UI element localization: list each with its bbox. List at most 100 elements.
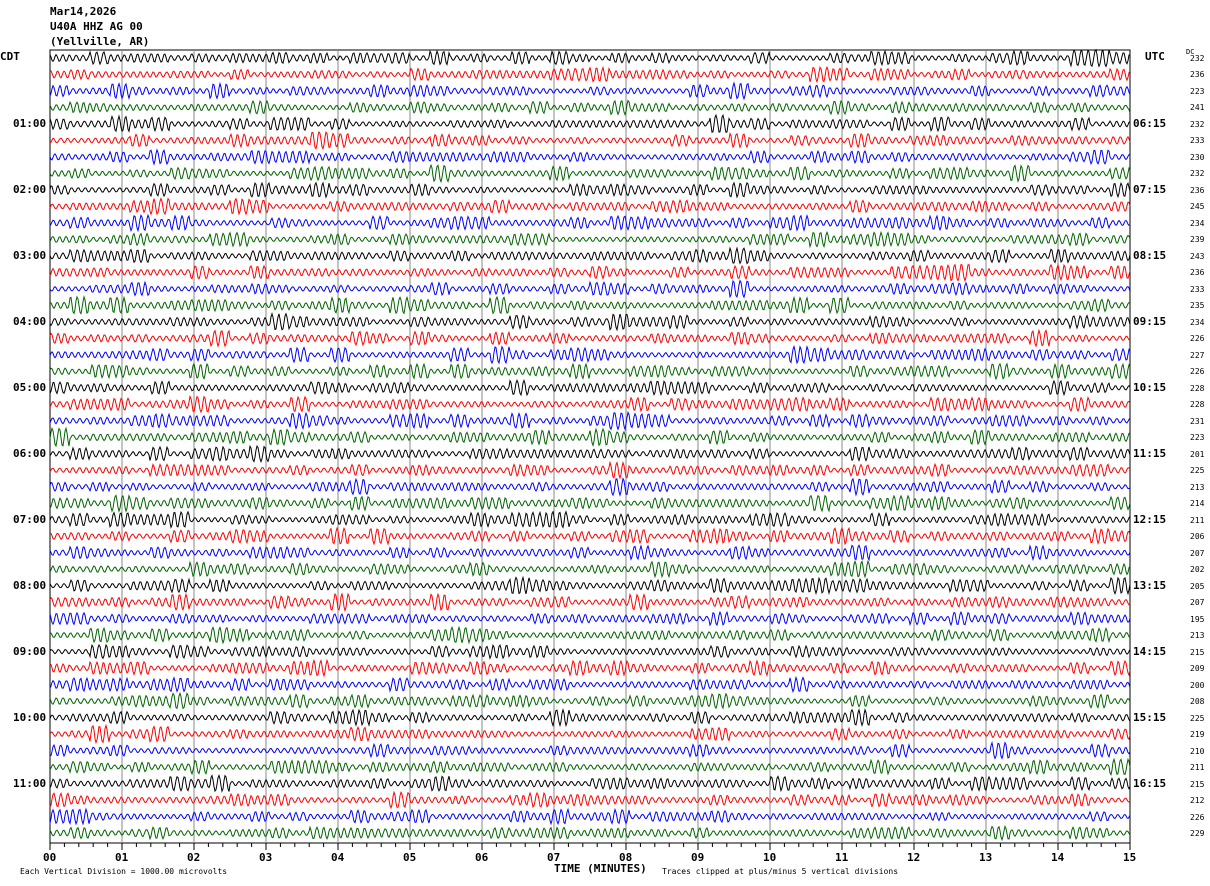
x-tick-label: 11 xyxy=(835,851,849,864)
dc-offset-label: 232 xyxy=(1190,54,1205,63)
x-axis-label: TIME (MINUTES) xyxy=(554,862,647,875)
left-timezone-label: CDT xyxy=(0,50,20,63)
seismic-trace xyxy=(49,426,1131,448)
dc-offset-label: 234 xyxy=(1190,317,1205,327)
dc-offset-label: 236 xyxy=(1190,70,1205,80)
right-time-label: 09:15 xyxy=(1133,314,1167,328)
dc-offset-label: 226 xyxy=(1190,812,1205,822)
x-tick-label: 14 xyxy=(1051,851,1065,864)
seismic-trace xyxy=(49,658,1131,678)
seismic-trace xyxy=(49,510,1131,529)
dc-offset-label: 230 xyxy=(1190,152,1205,162)
x-tick-label: 06 xyxy=(475,851,489,864)
seismic-trace xyxy=(49,344,1131,365)
right-time-label: 08:15 xyxy=(1133,248,1167,262)
dc-offset-label: 205 xyxy=(1190,581,1205,591)
right-time-label: 13:15 xyxy=(1133,578,1167,592)
x-tick-label: 10 xyxy=(763,851,777,864)
seismic-trace xyxy=(49,575,1131,596)
seismic-trace xyxy=(49,559,1131,579)
seismic-trace xyxy=(49,263,1131,283)
seismic-trace xyxy=(49,328,1131,348)
seismic-trace xyxy=(49,213,1131,233)
seismic-trace xyxy=(49,379,1131,397)
dc-offset-label: 226 xyxy=(1190,334,1205,344)
x-tick-label: 12 xyxy=(907,851,921,864)
dc-offset-label: 223 xyxy=(1190,86,1205,96)
clip-note: Traces clipped at plus/minus 5 vertical … xyxy=(662,867,899,876)
left-time-label: 05:00 xyxy=(13,380,47,394)
dc-offset-label: 219 xyxy=(1190,730,1205,740)
dc-offset-label: 233 xyxy=(1190,136,1205,146)
seismic-trace xyxy=(49,774,1131,793)
seismic-trace xyxy=(49,410,1131,432)
seismic-trace xyxy=(49,394,1131,414)
dc-offset-label: 236 xyxy=(1190,185,1205,195)
left-time-label: 03:00 xyxy=(13,248,47,262)
dc-offset-label: 212 xyxy=(1190,796,1205,806)
seismic-trace xyxy=(49,99,1131,116)
seismic-trace xyxy=(49,362,1131,381)
seismic-trace xyxy=(49,294,1131,315)
right-time-label: 07:15 xyxy=(1133,182,1167,196)
seismic-trace xyxy=(49,230,1131,249)
seismic-trace xyxy=(49,723,1131,745)
right-time-label: 16:15 xyxy=(1133,776,1167,790)
seismic-trace xyxy=(49,163,1131,184)
seismic-trace xyxy=(49,477,1131,497)
seismic-trace xyxy=(49,824,1131,842)
x-tick-label: 00 xyxy=(43,851,57,864)
right-time-label: 06:15 xyxy=(1133,116,1167,130)
dc-offset-label: 195 xyxy=(1190,614,1205,624)
dc-offset-label: 200 xyxy=(1190,680,1205,690)
dc-offset-label: 239 xyxy=(1190,235,1205,245)
x-tick-label: 09 xyxy=(691,851,705,864)
dc-offset-label: 234 xyxy=(1190,218,1205,228)
seismic-trace xyxy=(49,48,1131,68)
dc-offset-label: 207 xyxy=(1190,598,1205,608)
left-time-label: 01:00 xyxy=(13,116,47,130)
dc-offset-label: 207 xyxy=(1190,548,1205,558)
seismic-trace xyxy=(49,460,1131,480)
right-time-label: 11:15 xyxy=(1133,446,1167,460)
location-label: (Yellville, AR) xyxy=(50,35,150,48)
x-tick-label: 04 xyxy=(331,851,345,864)
right-timezone-label: UTC xyxy=(1145,50,1165,63)
seismic-trace xyxy=(49,643,1131,660)
dc-offset-label: 213 xyxy=(1190,482,1205,492)
seismic-trace xyxy=(49,197,1131,216)
dc-offset-label: 236 xyxy=(1190,268,1205,278)
dc-offset-label: 226 xyxy=(1190,367,1205,377)
dc-offset-label: 241 xyxy=(1190,103,1205,113)
right-time-label: 14:15 xyxy=(1133,644,1167,658)
dc-offset-label: 233 xyxy=(1190,284,1205,294)
dc-offset-label: 231 xyxy=(1190,416,1205,426)
dc-offset-label: 211 xyxy=(1190,515,1205,525)
seismic-trace xyxy=(49,544,1131,562)
left-time-label: 09:00 xyxy=(13,644,47,658)
seismic-trace xyxy=(49,246,1131,265)
seismic-trace xyxy=(49,312,1131,332)
dc-offset-label: 235 xyxy=(1190,301,1205,311)
x-tick-label: 15 xyxy=(1123,851,1137,864)
dc-offset-label: 211 xyxy=(1190,763,1205,773)
dc-offset-label: 225 xyxy=(1190,466,1205,476)
seismic-trace xyxy=(49,65,1131,84)
dc-offset-label: 245 xyxy=(1190,202,1205,212)
dc-offset-label: 213 xyxy=(1190,631,1205,641)
seismic-trace xyxy=(49,757,1131,776)
left-time-label: 08:00 xyxy=(13,578,47,592)
dc-offset-label: 206 xyxy=(1190,532,1205,542)
seismic-trace xyxy=(49,130,1131,151)
seismic-trace xyxy=(49,675,1131,693)
seismic-trace xyxy=(49,807,1131,826)
dc-offset-label: 215 xyxy=(1190,779,1205,789)
scale-note: Each Vertical Division = 1000.00 microvo… xyxy=(20,867,228,876)
dc-offset-label: 223 xyxy=(1190,433,1205,443)
seismic-trace xyxy=(49,691,1131,710)
seismic-trace xyxy=(49,610,1131,627)
seismic-trace xyxy=(49,740,1131,760)
dc-offset-label: 232 xyxy=(1190,119,1205,129)
dc-offset-label: 201 xyxy=(1190,449,1205,459)
